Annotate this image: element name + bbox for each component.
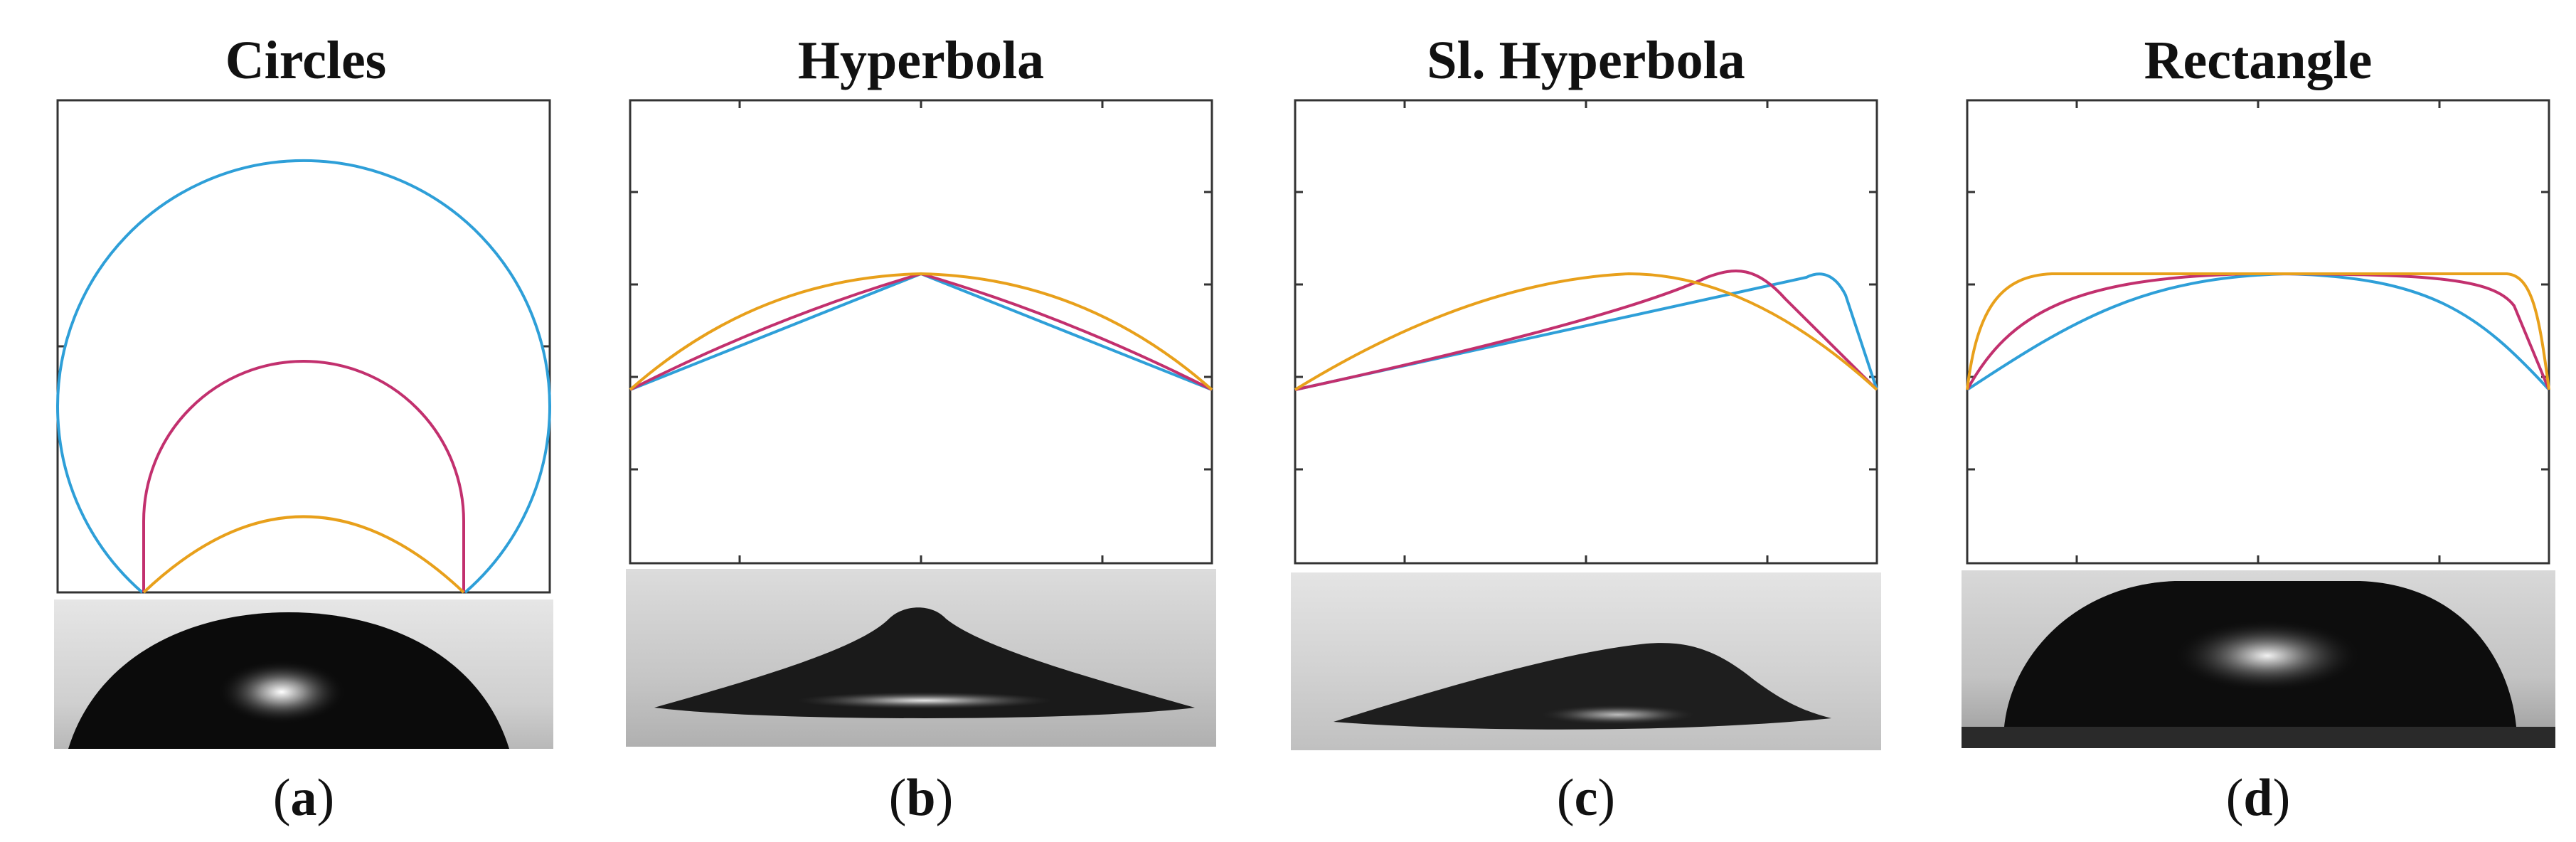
panel-b-axes-frame <box>629 99 1213 565</box>
panel-c-droplet-photo <box>1291 572 1881 750</box>
panel-b-magenta-curve <box>629 272 1213 391</box>
panel-d-magenta-curve <box>1966 272 2550 390</box>
panel-d-axes-frame <box>1966 99 2550 565</box>
panel-c-orange-curve <box>1294 272 1878 391</box>
panel-a-axes-frame <box>56 99 551 594</box>
panel-d-droplet-photo <box>1962 570 2555 748</box>
panel-a-large-circle <box>56 159 551 594</box>
panel-d-plot <box>1966 99 2550 565</box>
panel-b-label: (b) <box>888 769 954 827</box>
panel-b-plot <box>629 99 1213 565</box>
panel-c-axes-frame <box>1294 99 1878 565</box>
panel-c-blue-curve <box>1294 272 1878 391</box>
panel-c-plot <box>1294 99 1878 565</box>
panel-b-orange-curve <box>629 272 1213 391</box>
panel-d-title: Rectangle <box>2144 31 2373 90</box>
panel-a-medium-arc <box>142 360 465 592</box>
panel-a-small-arc <box>142 515 465 594</box>
panel-b-blue-curve <box>629 272 1213 391</box>
panel-b-title: Hyperbola <box>797 31 1045 90</box>
panel-d-blue-curve <box>1966 272 2550 391</box>
panel-d-label: (d) <box>2225 769 2291 827</box>
panel-b-droplet-photo <box>626 569 1216 747</box>
panel-a-title: Circles <box>225 31 387 90</box>
panel-c-title: Sl. Hyperbola <box>1427 31 1745 90</box>
panel-a-droplet-photo <box>54 599 553 749</box>
panel-c-label: (c) <box>1556 769 1616 827</box>
panel-c-magenta-curve <box>1294 270 1878 391</box>
panel-a-plot <box>56 99 551 594</box>
panel-a-label: (a) <box>272 769 335 827</box>
panel-d-orange-curve <box>1966 272 2550 390</box>
